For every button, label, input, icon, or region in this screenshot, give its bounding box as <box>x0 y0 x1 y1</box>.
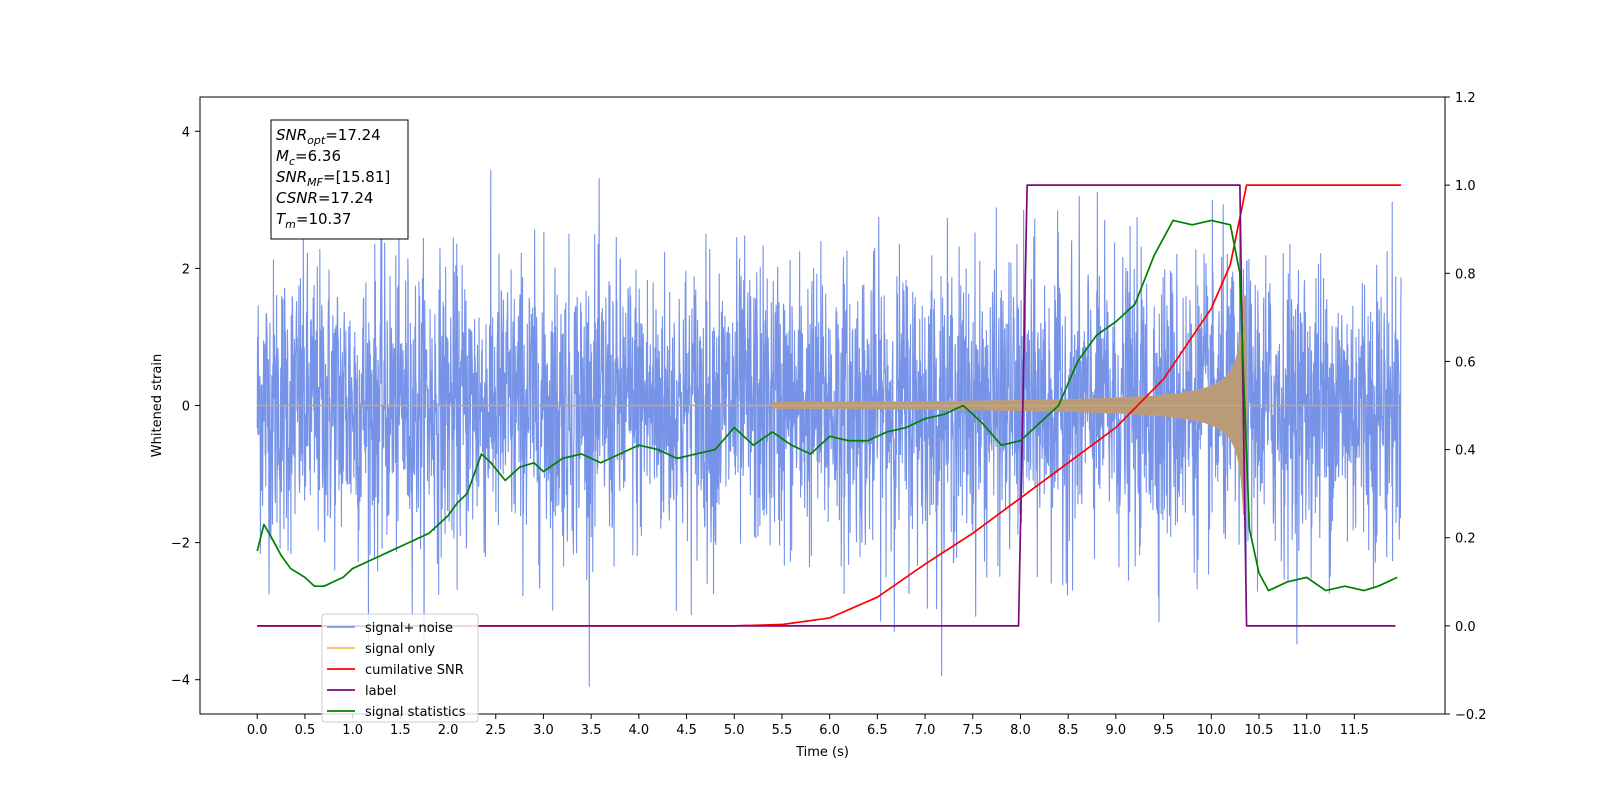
y2-tick-label: −0.2 <box>1455 708 1487 723</box>
annotation-box: SNRopt=17.24Mc=6.36SNRMF=[15.81]CSNR=17.… <box>270 119 409 240</box>
y-tick-label: −4 <box>171 674 190 689</box>
x-tick-label: 7.5 <box>962 723 983 738</box>
x-tick-label: 2.0 <box>438 723 459 738</box>
x-tick-label: 2.5 <box>485 723 506 738</box>
legend-label: signal statistics <box>365 705 466 720</box>
y-axis-label: Whitened strain <box>150 354 165 457</box>
y-tick-label: 0 <box>182 400 190 415</box>
legend-label: signal only <box>365 642 435 657</box>
annotation-line: SNRopt=17.24 <box>276 126 381 147</box>
x-tick-label: 7.0 <box>915 723 936 738</box>
legend-label: label <box>365 684 396 699</box>
x-tick-label: 1.0 <box>342 723 363 738</box>
y2-tick-label: 0.6 <box>1455 355 1476 370</box>
annotation-line: Tm=10.37 <box>276 210 351 231</box>
x-tick-label: 0.0 <box>247 723 268 738</box>
x-tick-label: 0.5 <box>295 723 316 738</box>
annotation-line: CSNR=17.24 <box>276 189 373 207</box>
x-tick-label: 4.5 <box>676 723 697 738</box>
legend-label: signal+ noise <box>365 621 453 636</box>
x-tick-label: 10.0 <box>1197 723 1226 738</box>
x-tick-label: 6.5 <box>867 723 888 738</box>
axes: 0.0 0.5 1.0 1.5 2.0 2.5 3.0 3.5 4.0 4.5 5.0 5.5 6.0 6… <box>150 91 1487 760</box>
legend: signal+ noise signal only cumilative SNR la… <box>321 613 479 723</box>
series-line-label <box>257 184 1396 627</box>
x-tick-label: 11.0 <box>1292 723 1321 738</box>
legend-frame <box>321 613 479 723</box>
x-axis-label: Time (s) <box>795 745 849 760</box>
series-line-signal-statistics <box>256 219 1398 592</box>
x-tick-label: 8.5 <box>1058 723 1079 738</box>
x-tick-label: 5.0 <box>724 723 745 738</box>
x-tick-label: 5.5 <box>772 723 793 738</box>
plot-area <box>256 169 1402 687</box>
x-tick-label: 6.0 <box>819 723 840 738</box>
y2-tick-label: 1.2 <box>1455 91 1476 106</box>
y2-tick-label: 0.0 <box>1455 620 1476 635</box>
legend-label: cumilative SNR <box>365 663 464 678</box>
x-tick-label: 9.0 <box>1106 723 1127 738</box>
x-tick-label: 9.5 <box>1153 723 1174 738</box>
x-tick-label: 3.5 <box>581 723 602 738</box>
annotation-frame <box>270 119 409 240</box>
y-tick-label: −2 <box>171 537 190 552</box>
y2-tick-label: 0.2 <box>1455 532 1476 547</box>
x-tick-label: 8.0 <box>1010 723 1031 738</box>
y2-tick-label: 0.8 <box>1455 267 1476 282</box>
x-tick-label: 11.5 <box>1340 723 1369 738</box>
series-line-signal-noise <box>256 169 1402 687</box>
x-tick-label: 10.5 <box>1244 723 1273 738</box>
y2-tick-label: 1.0 <box>1455 179 1476 194</box>
y2-tick-label: 0.4 <box>1455 444 1476 459</box>
y-tick-label: 4 <box>182 125 190 140</box>
annotation-line: Mc=6.36 <box>276 147 341 168</box>
annotation-line: SNRMF=[15.81] <box>276 168 390 189</box>
x-tick-label: 1.5 <box>390 723 411 738</box>
x-tick-label: 3.0 <box>533 723 554 738</box>
x-tick-label: 4.0 <box>629 723 650 738</box>
y-tick-label: 2 <box>182 262 190 277</box>
